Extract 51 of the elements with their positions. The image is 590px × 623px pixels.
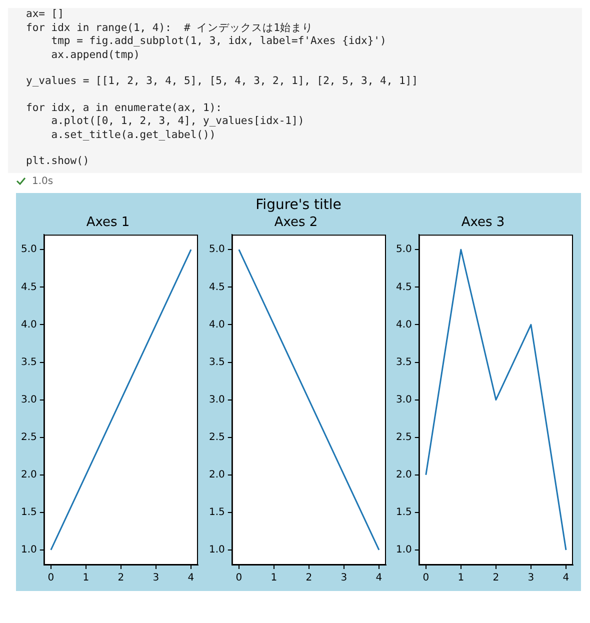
y-tick-label: 3.5: [208, 356, 224, 368]
x-tick-label: 1: [458, 572, 464, 584]
text: for idx, a in enumerate(ax, 1): a.plot([0, 1, 2, 3, 4], y_values[idx-1]) a.set_title(a.get_label()): [26, 102, 306, 142]
y-tick-label: 3.0: [20, 394, 37, 405]
text: y_values = [[1, 2, 3, 4, 5], [5, 4, 3, 2, 1], [2, 5, 3, 4, 1]]: [26, 75, 419, 88]
x-tick-label: 3: [152, 572, 160, 584]
y-tick-label: 4.0: [20, 318, 37, 330]
text: Figure's title: [254, 196, 342, 214]
chart-title: Axes 3: [461, 214, 505, 230]
x-tick-label: 1: [270, 572, 277, 584]
x-tick-label: 4: [188, 572, 194, 584]
y-tick-label: 2.0: [396, 468, 412, 480]
y-tick-label: 3.0: [396, 394, 412, 405]
x-tick-label: 0: [235, 572, 242, 584]
x-tick-label: 3: [528, 572, 534, 584]
y-tick-label: 1.5: [396, 506, 412, 518]
x-tick-label: 2: [492, 572, 500, 584]
y-tick-label: 2.0: [208, 468, 224, 480]
y-tick-label: 1.5: [20, 506, 37, 518]
x-tick-label: 1: [82, 572, 90, 584]
chart-title: Axes 2: [274, 214, 318, 230]
y-tick-label: 1.5: [208, 506, 224, 518]
y-tick-label: 2.5: [20, 431, 37, 442]
y-tick-label: 4.5: [396, 281, 412, 292]
y-tick-label: 3.5: [396, 356, 412, 368]
x-tick-label: 4: [375, 572, 382, 584]
x-tick-label: 0: [48, 572, 54, 584]
y-tick-label: 2.5: [208, 431, 224, 442]
x-tick-label: 2: [305, 572, 312, 584]
x-tick-label: 0: [422, 572, 430, 584]
y-tick-label: 4.0: [396, 318, 412, 330]
y-tick-label: 2.5: [396, 431, 412, 442]
text: 1.0s: [32, 176, 54, 186]
y-tick-label: 4.5: [208, 281, 224, 292]
x-tick-label: 4: [562, 572, 570, 584]
y-tick-label: 5.0: [20, 244, 37, 255]
y-tick-label: 3.5: [20, 356, 37, 368]
text: plt.show(): [26, 155, 90, 168]
chart-title: Axes 1: [86, 214, 130, 230]
text: ax= [] for idx in range(1, 4): # インデックスは1始まり tmp = fig.add_subplot(1, 3, idx, label=f'Axes {idx}') ax.append(tmp): [26, 8, 388, 62]
x-tick-label: 2: [118, 572, 124, 584]
x-tick-label: 3: [340, 572, 347, 584]
y-tick-label: 1.0: [396, 544, 412, 556]
y-tick-label: 3.0: [208, 394, 224, 405]
y-tick-label: 2.0: [20, 468, 37, 480]
y-tick-label: 1.0: [208, 544, 224, 556]
y-tick-label: 5.0: [396, 244, 412, 255]
y-tick-label: 4.5: [20, 281, 37, 292]
y-tick-label: 5.0: [208, 244, 224, 255]
y-tick-label: 1.0: [20, 544, 37, 556]
y-tick-label: 4.0: [208, 318, 224, 330]
